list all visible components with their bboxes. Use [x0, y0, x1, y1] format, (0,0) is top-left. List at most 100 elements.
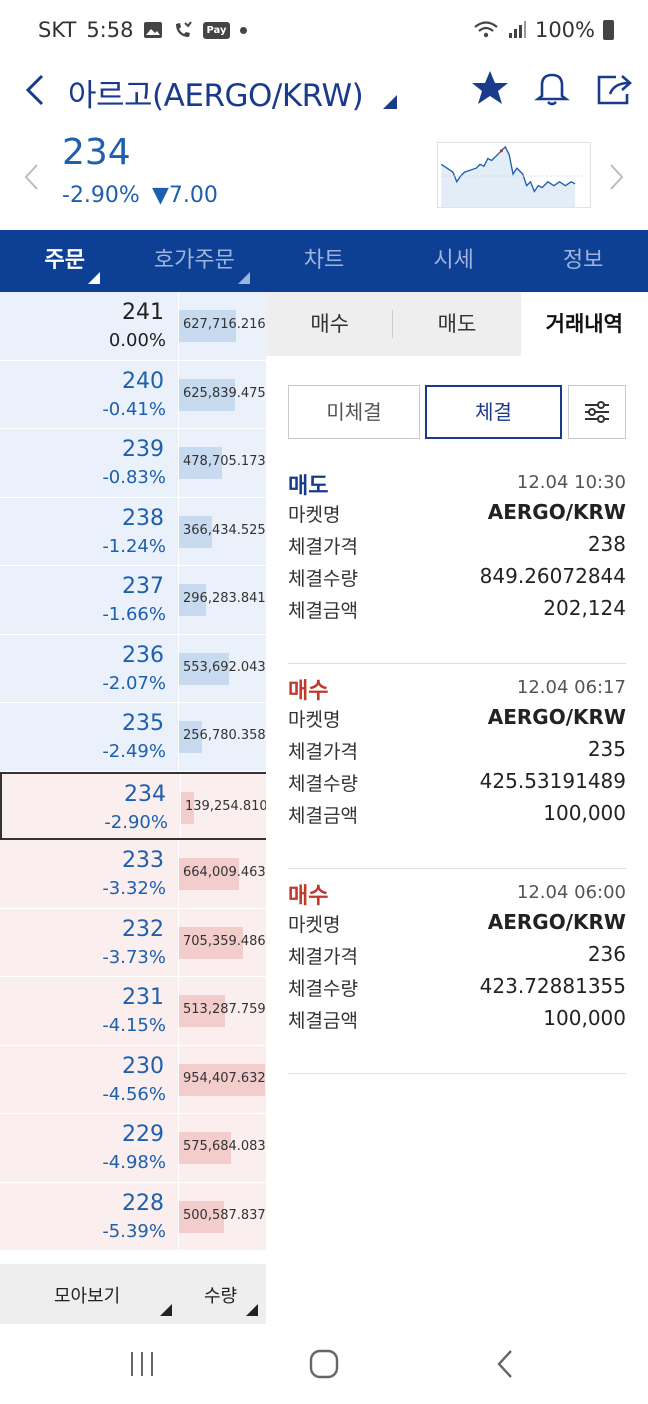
price-cell[interactable]: 236 -2.07%: [0, 634, 178, 702]
price-cell[interactable]: 228 -5.39%: [0, 1182, 178, 1250]
order-book-row[interactable]: 236 -2.07% 553,692.043: [0, 634, 266, 703]
back-icon[interactable]: [488, 1346, 524, 1382]
filter-settings-button[interactable]: [568, 385, 626, 439]
price-cell[interactable]: 241 0.00%: [0, 292, 178, 360]
tab-chart[interactable]: 차트: [303, 248, 345, 273]
price-cell[interactable]: 232 -3.73%: [0, 908, 178, 976]
order-book-row-current[interactable]: 234 -2.90% 139,254.810: [0, 771, 266, 840]
dropdown-caret-icon[interactable]: [383, 95, 397, 109]
app-header: 아르고(AERGO/KRW): [0, 60, 648, 124]
trade-time: 12.04 10:30: [516, 472, 626, 493]
trade-item[interactable]: 매수 12.04 06:17 마켓명 AERGO/KRW 체결가격 235 체결수량 425.…: [288, 663, 626, 869]
order-book-row[interactable]: 241 0.00% 627,716.216: [0, 292, 266, 361]
order-book-row[interactable]: 239 -0.83% 478,705.173: [0, 429, 266, 498]
recent-apps-icon[interactable]: [124, 1346, 160, 1382]
filled-orders-button[interactable]: 체결: [425, 385, 562, 439]
row-quantity: 575,684.083: [183, 1139, 266, 1154]
tab-trade-history[interactable]: 거래내역: [520, 292, 648, 356]
missed-call-icon: [176, 21, 193, 37]
price-label: 체결가격: [288, 946, 358, 968]
price-cell[interactable]: 233 -3.32%: [0, 840, 178, 908]
market-label: 마켓명: [288, 914, 341, 936]
order-book-row[interactable]: 231 -4.15% 513,287.759: [0, 977, 266, 1046]
price-cell[interactable]: 235 -2.49%: [0, 703, 178, 771]
row-price: 230: [122, 1053, 164, 1079]
quantity-cell[interactable]: 664,009.463: [179, 840, 266, 908]
quantity-cell[interactable]: 139,254.810: [181, 773, 266, 838]
order-book-row[interactable]: 228 -5.39% 500,587.837: [0, 1182, 266, 1251]
order-book-row[interactable]: 230 -4.56% 954,407.632: [0, 1045, 266, 1114]
trade-type: 매도: [288, 474, 329, 499]
row-change-percent: -2.90%: [104, 811, 168, 833]
trade-item[interactable]: 매도 12.04 10:30 마켓명 AERGO/KRW 체결가격 238 체결수량 849.…: [288, 458, 626, 664]
row-price: 235: [122, 711, 164, 736]
quantity-cell[interactable]: 256,780.358: [179, 703, 266, 771]
trade-item[interactable]: 매수 12.04 06:00 마켓명 AERGO/KRW 체결가격 236 체결수량 423.…: [288, 868, 626, 1074]
dropdown-caret-icon: [160, 1304, 172, 1316]
row-price: 238: [122, 505, 164, 531]
row-change-percent: -4.98%: [102, 1152, 166, 1173]
pending-orders-button[interactable]: 미체결: [288, 385, 420, 439]
price-cell[interactable]: 230 -4.56%: [0, 1045, 178, 1113]
row-price: 232: [122, 916, 164, 942]
group-view-selector[interactable]: 모아보기: [54, 1286, 121, 1307]
order-book-row[interactable]: 235 -2.49% 256,780.358: [0, 703, 266, 772]
qty-value: 849.26072844: [479, 564, 626, 588]
tab-quote-order[interactable]: 호가주문: [130, 230, 260, 292]
order-book-row[interactable]: 240 -0.41% 625,839.475: [0, 360, 266, 429]
volume-bar: [179, 858, 240, 890]
price-summary: 234 -2.90% ▼7.00: [0, 124, 648, 230]
quantity-cell[interactable]: 513,287.759: [179, 977, 266, 1045]
quantity-cell[interactable]: 575,684.083: [179, 1114, 266, 1182]
tab-info[interactable]: 정보: [562, 248, 604, 273]
quantity-cell[interactable]: 296,283.841: [179, 566, 266, 634]
dropdown-caret-icon: [246, 1304, 258, 1316]
price-cell[interactable]: 229 -4.98%: [0, 1114, 178, 1182]
row-change-percent: -2.07%: [102, 672, 166, 694]
quantity-cell[interactable]: 478,705.173: [179, 429, 266, 497]
volume-bar: [179, 1063, 265, 1096]
order-book-row[interactable]: 238 -1.24% 366,434.525: [0, 497, 266, 566]
quantity-cell[interactable]: 500,587.837: [179, 1182, 266, 1250]
quantity-cell[interactable]: 625,839.475: [179, 360, 266, 428]
row-price: 231: [122, 985, 164, 1010]
quantity-cell[interactable]: 553,692.043: [179, 634, 266, 702]
quantity-cell[interactable]: 627,716.216: [179, 292, 266, 360]
battery-level: 100%: [534, 18, 595, 42]
price-cell[interactable]: 237 -1.66%: [0, 566, 178, 634]
favorite-star-icon[interactable]: [470, 68, 510, 108]
price-cell[interactable]: 240 -0.41%: [0, 360, 178, 428]
home-icon[interactable]: [306, 1346, 342, 1382]
order-book[interactable]: 241 0.00% 627,716.216 240 -0.41% 625,839.475 2…: [0, 292, 266, 1264]
tab-sell[interactable]: 매도: [437, 312, 477, 336]
mini-price-chart[interactable]: [437, 142, 591, 208]
tab-market-price[interactable]: 시세: [433, 248, 474, 273]
volume-bar: [179, 1132, 231, 1164]
chevron-left-icon[interactable]: [22, 162, 42, 192]
wifi-icon: [474, 21, 498, 38]
price-cell[interactable]: 238 -1.24%: [0, 497, 178, 565]
quantity-cell[interactable]: 705,359.486: [179, 908, 266, 976]
back-arrow-icon[interactable]: [22, 70, 52, 110]
amount-value: 202,124: [543, 596, 626, 620]
order-book-row[interactable]: 229 -4.98% 575,684.083: [0, 1114, 266, 1183]
tab-buy[interactable]: 매수: [266, 292, 394, 356]
volume-bar: [179, 310, 236, 342]
order-book-row[interactable]: 232 -3.73% 705,359.486: [0, 908, 266, 977]
share-icon[interactable]: [594, 68, 634, 108]
chevron-right-icon[interactable]: [606, 162, 626, 192]
order-book-row[interactable]: 233 -3.32% 664,009.463: [0, 840, 266, 909]
page-title[interactable]: 아르고(AERGO/KRW): [68, 78, 364, 114]
row-price: 241: [122, 300, 164, 325]
price-cell[interactable]: 234 -2.90%: [2, 773, 180, 838]
tab-order[interactable]: 주문: [0, 230, 130, 292]
bell-icon[interactable]: [532, 68, 572, 108]
pay-icon: Pay: [203, 21, 230, 39]
price-cell[interactable]: 239 -0.83%: [0, 429, 178, 497]
quantity-selector[interactable]: 수량: [204, 1286, 238, 1307]
price-cell[interactable]: 231 -4.15%: [0, 977, 178, 1045]
quantity-cell[interactable]: 366,434.525: [179, 497, 266, 565]
order-book-row[interactable]: 237 -1.66% 296,283.841: [0, 566, 266, 635]
quantity-cell[interactable]: 954,407.632: [179, 1045, 266, 1113]
volume-bar: [179, 721, 203, 753]
